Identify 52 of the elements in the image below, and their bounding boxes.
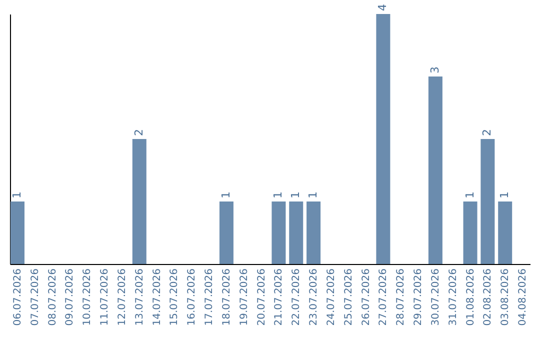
x-tick-label: 15.07.2026 (169, 268, 180, 326)
x-tick-label: 16.07.2026 (186, 268, 198, 326)
data-label: 1 (306, 192, 320, 198)
x-tick-label: 10.07.2026 (82, 268, 94, 326)
x-tick-label: 24.07.2026 (326, 268, 337, 326)
x-tick-label: 08.07.2026 (47, 268, 58, 326)
data-label: 1 (463, 192, 476, 198)
x-tick-label: 03.08.2026 (500, 268, 512, 326)
bar (272, 202, 286, 264)
data-label: 1 (498, 192, 512, 198)
x-tick-label: 27.07.2026 (378, 268, 390, 326)
x-tick-label: 06.07.2026 (12, 268, 24, 326)
x-tick-label: 22.07.2026 (291, 268, 302, 326)
data-label: 4 (376, 4, 390, 11)
x-tick-label: 20.07.2026 (256, 268, 268, 326)
x-tick-label: 19.07.2026 (238, 268, 250, 326)
x-tick-label: 25.07.2026 (343, 268, 354, 326)
data-label: 2 (132, 129, 146, 136)
x-tick-label: 31.07.2026 (448, 268, 459, 326)
data-label: 1 (219, 192, 232, 198)
x-tick-label: 23.07.2026 (308, 268, 320, 326)
data-label: 3 (428, 66, 442, 74)
x-tick-label: 13.07.2026 (134, 268, 146, 326)
x-tick-label: 09.07.2026 (64, 268, 76, 326)
bar (289, 202, 304, 264)
bar (480, 139, 495, 264)
data-label: 1 (10, 192, 24, 198)
x-tick-label: 26.07.2026 (360, 268, 372, 326)
x-tick-label: 29.07.2026 (413, 268, 424, 326)
x-tick-label: 17.07.2026 (204, 268, 216, 326)
x-tick-label: 28.07.2026 (396, 268, 407, 326)
x-tick-label: 21.07.2026 (274, 268, 285, 326)
bar (219, 202, 234, 264)
bar (428, 76, 442, 264)
x-tick-label: 30.07.2026 (430, 268, 442, 326)
x-tick-label: 01.08.2026 (465, 268, 476, 326)
bar (10, 202, 24, 264)
x-tick-label: 02.08.2026 (482, 268, 494, 326)
x-tick-label: 04.08.2026 (518, 268, 529, 326)
data-label: 1 (272, 192, 285, 198)
x-tick-label: 12.07.2026 (116, 268, 128, 326)
bar (306, 202, 321, 264)
bar (498, 202, 512, 264)
bar (132, 139, 146, 264)
bar (376, 14, 390, 264)
data-label: 1 (289, 192, 302, 198)
data-label: 2 (480, 129, 494, 136)
x-tick-label: 11.07.2026 (100, 268, 111, 326)
x-tick-label: 14.07.2026 (152, 268, 163, 326)
bar (463, 202, 478, 264)
x-tick-label: 07.07.2026 (30, 268, 41, 326)
x-tick-label: 18.07.2026 (221, 268, 232, 326)
